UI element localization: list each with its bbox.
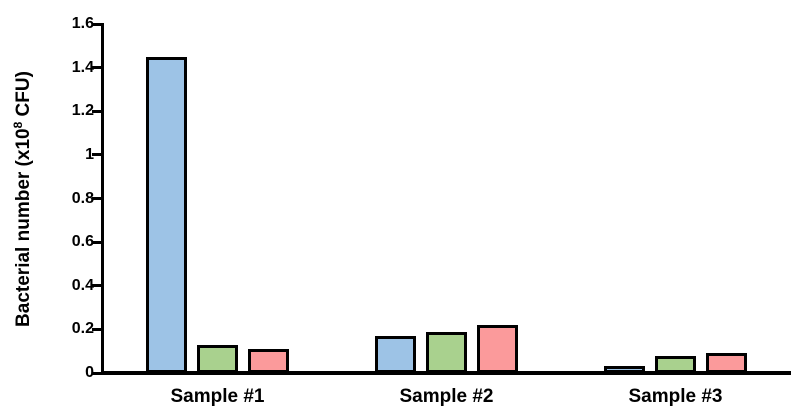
y-tick [92, 66, 101, 70]
y-tick [92, 284, 101, 288]
y-tick [92, 327, 101, 331]
y-tick-label: 0.6 [71, 233, 94, 251]
y-tick [92, 197, 101, 200]
bar-blue-sample-3 [604, 366, 645, 373]
y-tick-label: 0 [85, 364, 94, 381]
x-axis-label-sample-2: Sample #2 [399, 386, 494, 407]
y-tick-label: 1.6 [71, 15, 94, 32]
y-tick [92, 109, 101, 113]
y-tick-label: 0.4 [71, 276, 94, 294]
y-axis-title-superscript: 8 [10, 121, 25, 128]
y-tick [92, 240, 101, 244]
y-tick-label: 1 [85, 145, 94, 163]
y-tick [92, 371, 101, 375]
y-axis-line [101, 23, 104, 375]
x-axis-line [101, 371, 791, 375]
bar-green-sample-2 [426, 332, 467, 373]
bar-green-sample-1 [197, 345, 238, 373]
x-axis-label-sample-3: Sample #3 [628, 386, 723, 407]
y-tick-label: 0.8 [71, 189, 94, 207]
bar-red-sample-3 [706, 353, 747, 373]
bar-blue-sample-2 [375, 336, 416, 373]
y-tick-label: 0.2 [71, 320, 94, 338]
y-tick-label: 1.4 [71, 58, 94, 76]
bar-green-sample-3 [655, 356, 696, 373]
x-axis-label-sample-1: Sample #1 [170, 386, 265, 407]
bar-blue-sample-1 [146, 57, 187, 373]
bar-red-sample-2 [477, 325, 518, 373]
y-tick [92, 153, 101, 157]
y-tick-label: 1.2 [71, 102, 94, 120]
y-tick [92, 22, 101, 26]
bar-red-sample-1 [248, 349, 289, 373]
